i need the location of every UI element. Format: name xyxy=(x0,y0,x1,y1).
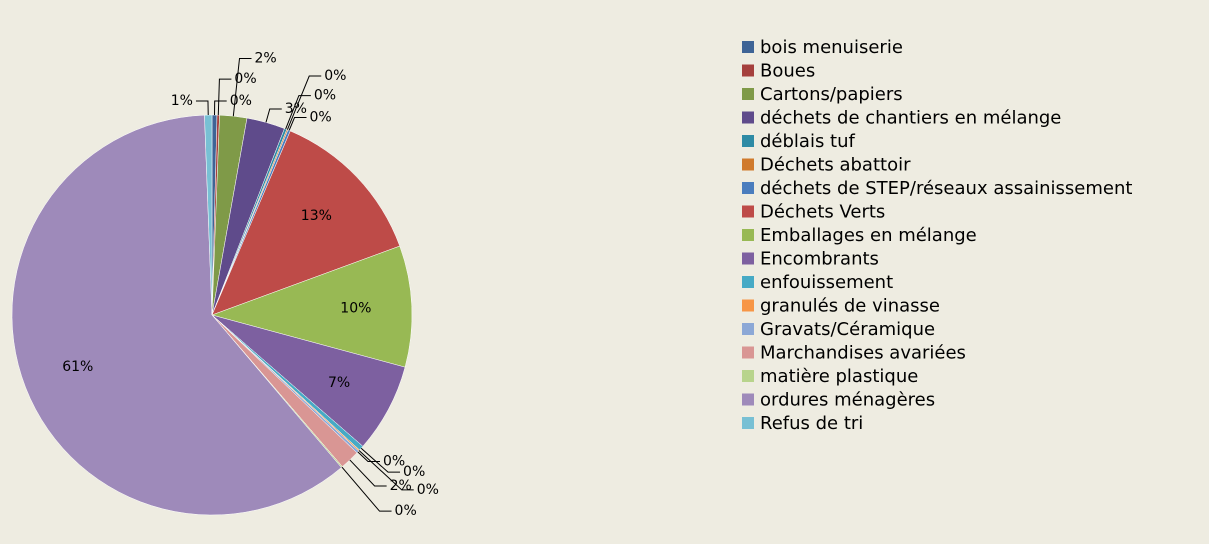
legend-label: déchets de chantiers en mélange xyxy=(760,108,1061,129)
slice-label: 13% xyxy=(301,208,332,224)
leader-line xyxy=(217,78,232,116)
leader-line xyxy=(341,466,392,512)
legend-swatch xyxy=(742,135,754,147)
legend-label: bois menuiserie xyxy=(760,37,903,58)
legend-swatch xyxy=(742,299,754,312)
legend-label: Refus de tri xyxy=(760,413,863,434)
legend-swatch xyxy=(742,323,754,335)
slice-label: 10% xyxy=(340,301,371,317)
legend-swatch xyxy=(742,276,754,288)
slice-label: 0% xyxy=(403,464,425,480)
leader-line xyxy=(285,95,311,130)
legend-swatch xyxy=(742,88,754,100)
slice-label: 0% xyxy=(417,482,439,498)
slice-label: 0% xyxy=(314,88,336,104)
slice-label: 0% xyxy=(395,503,417,519)
legend-label: Déchets abattoir xyxy=(760,155,911,176)
leader-line xyxy=(288,117,307,131)
legend-label: Encombrants xyxy=(760,249,879,270)
leader-line xyxy=(195,100,209,116)
legend-label: Cartons/papiers xyxy=(760,84,903,105)
slice-label: 0% xyxy=(383,453,405,469)
legend-label: ordures ménagères xyxy=(760,390,935,411)
legend-label: Déchets Verts xyxy=(760,202,885,223)
slice-label: 0% xyxy=(230,93,252,109)
slice-label: 0% xyxy=(310,110,332,126)
slice-label: 61% xyxy=(62,359,93,375)
slice-label: 2% xyxy=(255,50,277,66)
legend-label: déblais tuf xyxy=(760,131,856,152)
slice-label: 0% xyxy=(324,68,346,84)
slice-label: 7% xyxy=(328,375,350,391)
legend-swatch xyxy=(742,252,754,265)
pie-slice xyxy=(211,245,413,368)
legend-label: granulés de vinasse xyxy=(760,296,940,317)
leader-line xyxy=(357,451,380,462)
legend-label: matière plastique xyxy=(760,366,918,387)
legend-swatch xyxy=(742,111,754,124)
legend-swatch xyxy=(742,346,754,359)
legend-swatch xyxy=(742,205,754,218)
legend-swatch xyxy=(742,370,754,382)
legend-label: Gravats/Céramique xyxy=(760,319,935,340)
leader-line xyxy=(360,447,401,473)
pie-slice xyxy=(11,114,342,516)
slice-label: 0% xyxy=(234,71,256,87)
leader-line xyxy=(265,108,282,123)
legend-label: Boues xyxy=(760,61,815,82)
legend-swatch xyxy=(742,417,754,429)
legend-label: Marchandises avariées xyxy=(760,343,966,364)
leader-line xyxy=(286,75,322,130)
legend-swatch xyxy=(742,41,754,53)
leader-line xyxy=(232,57,252,117)
leader-line xyxy=(358,450,414,491)
leader-line xyxy=(214,100,227,116)
legend-swatch xyxy=(742,182,754,194)
legend-label: Emballages en mélange xyxy=(760,225,977,246)
leader-line xyxy=(349,459,387,487)
legend-label: déchets de STEP/réseaux assainissement xyxy=(760,178,1132,199)
pie-slice xyxy=(211,130,401,316)
legend-swatch xyxy=(742,64,754,77)
slice-label: 2% xyxy=(390,478,412,494)
legend-swatch xyxy=(742,393,754,406)
slice-label: 1% xyxy=(171,93,193,109)
legend-swatch xyxy=(742,158,754,171)
legend-swatch xyxy=(742,229,754,241)
legend-label: enfouissement xyxy=(760,272,893,293)
